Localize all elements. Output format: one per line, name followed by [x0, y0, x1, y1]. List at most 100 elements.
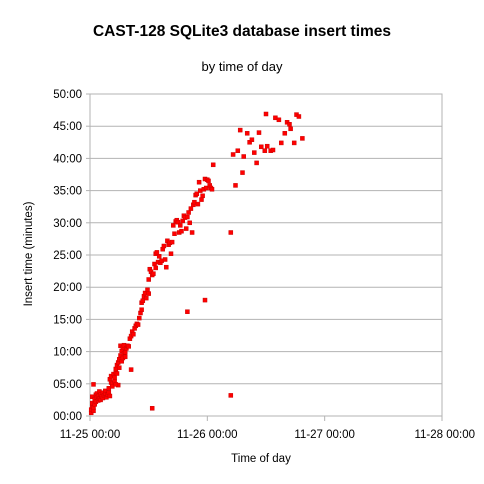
data-point [179, 228, 184, 234]
data-point [112, 375, 117, 380]
data-point [149, 406, 155, 411]
data-point [296, 114, 302, 119]
y-tick-label: 35:00 [53, 186, 82, 198]
y-tick-label: 30:00 [53, 218, 82, 230]
data-point [270, 147, 276, 153]
data-point [210, 162, 216, 168]
x-tick-label: 11-27 00:00 [294, 429, 355, 441]
data-point [199, 197, 204, 202]
data-point [196, 179, 202, 185]
data-point [113, 382, 119, 387]
data-point [145, 287, 150, 293]
chart-title: CAST-128 SQLite3 database insert times [93, 23, 391, 40]
data-point [276, 117, 282, 123]
y-tick-label: 20:00 [53, 282, 82, 294]
data-point [206, 178, 211, 184]
data-points [88, 111, 305, 416]
data-point [139, 307, 144, 312]
axis-ticks: 00:00 05:00 10:00 15:00 20:00 25:00 30:00 35:00… [53, 89, 475, 441]
data-point [194, 191, 200, 197]
data-point [188, 206, 194, 211]
x-tick-label: 11-25 00:00 [60, 429, 121, 441]
data-point [168, 251, 174, 256]
y-tick-label: 05:00 [53, 379, 82, 391]
data-point [240, 170, 245, 175]
data-point [117, 365, 122, 370]
data-point [135, 322, 141, 327]
data-point [172, 231, 177, 236]
y-axis-label: Insert time (minutes) [23, 201, 35, 306]
data-point [200, 193, 205, 199]
data-point [128, 367, 134, 372]
data-point [146, 277, 151, 282]
data-point [256, 130, 262, 135]
x-tick-label: 11-28 00:00 [414, 429, 475, 441]
data-point [122, 349, 128, 355]
y-tick-label: 50:00 [53, 89, 82, 101]
data-point [254, 160, 259, 166]
data-point [237, 127, 243, 133]
y-tick-label: 25:00 [53, 250, 82, 262]
data-point [230, 152, 236, 157]
data-point [140, 298, 146, 303]
data-point [241, 154, 246, 159]
data-point [252, 150, 257, 155]
data-point [235, 148, 241, 153]
data-point [169, 239, 175, 245]
data-point [107, 393, 113, 399]
data-point [183, 226, 189, 231]
data-point [144, 295, 149, 301]
data-point [259, 144, 264, 150]
data-point [180, 218, 185, 224]
data-point [195, 201, 201, 207]
data-point [175, 219, 181, 225]
data-point [282, 131, 288, 136]
data-point [189, 230, 195, 235]
data-point [202, 297, 208, 303]
data-point [153, 265, 158, 271]
data-point [126, 344, 131, 349]
data-point [288, 126, 293, 132]
data-point [185, 309, 190, 314]
data-point [122, 354, 128, 360]
data-point [262, 148, 268, 153]
data-point [186, 210, 191, 215]
y-tick-label: 15:00 [53, 314, 82, 326]
data-point [300, 136, 305, 141]
data-point [187, 220, 192, 226]
data-point [287, 122, 292, 127]
data-point [228, 393, 234, 398]
data-point [91, 382, 96, 387]
x-tick-label: 11-26 00:00 [177, 429, 238, 441]
data-point [114, 371, 120, 376]
x-axis-label: Time of day [231, 453, 291, 465]
data-point [178, 223, 183, 228]
data-point [156, 254, 162, 259]
data-point [263, 111, 269, 117]
data-point [154, 250, 160, 255]
data-point [264, 143, 270, 149]
data-point [185, 214, 190, 220]
y-tick-label: 10:00 [53, 347, 82, 359]
data-point [146, 291, 151, 296]
data-point [203, 185, 209, 191]
data-point [151, 271, 156, 276]
data-point [291, 140, 297, 146]
data-point [137, 315, 142, 321]
data-point [162, 257, 168, 262]
data-point [249, 137, 255, 142]
data-point [279, 140, 284, 146]
y-tick-label: 00:00 [53, 411, 82, 423]
data-point [247, 140, 252, 145]
data-point [161, 243, 167, 249]
data-point [131, 331, 136, 337]
y-tick-label: 40:00 [53, 153, 82, 165]
data-point [171, 223, 176, 228]
data-point [233, 183, 238, 188]
data-point [164, 264, 169, 270]
data-point [228, 230, 234, 235]
data-point [244, 131, 250, 136]
y-tick-label: 45:00 [53, 121, 82, 133]
